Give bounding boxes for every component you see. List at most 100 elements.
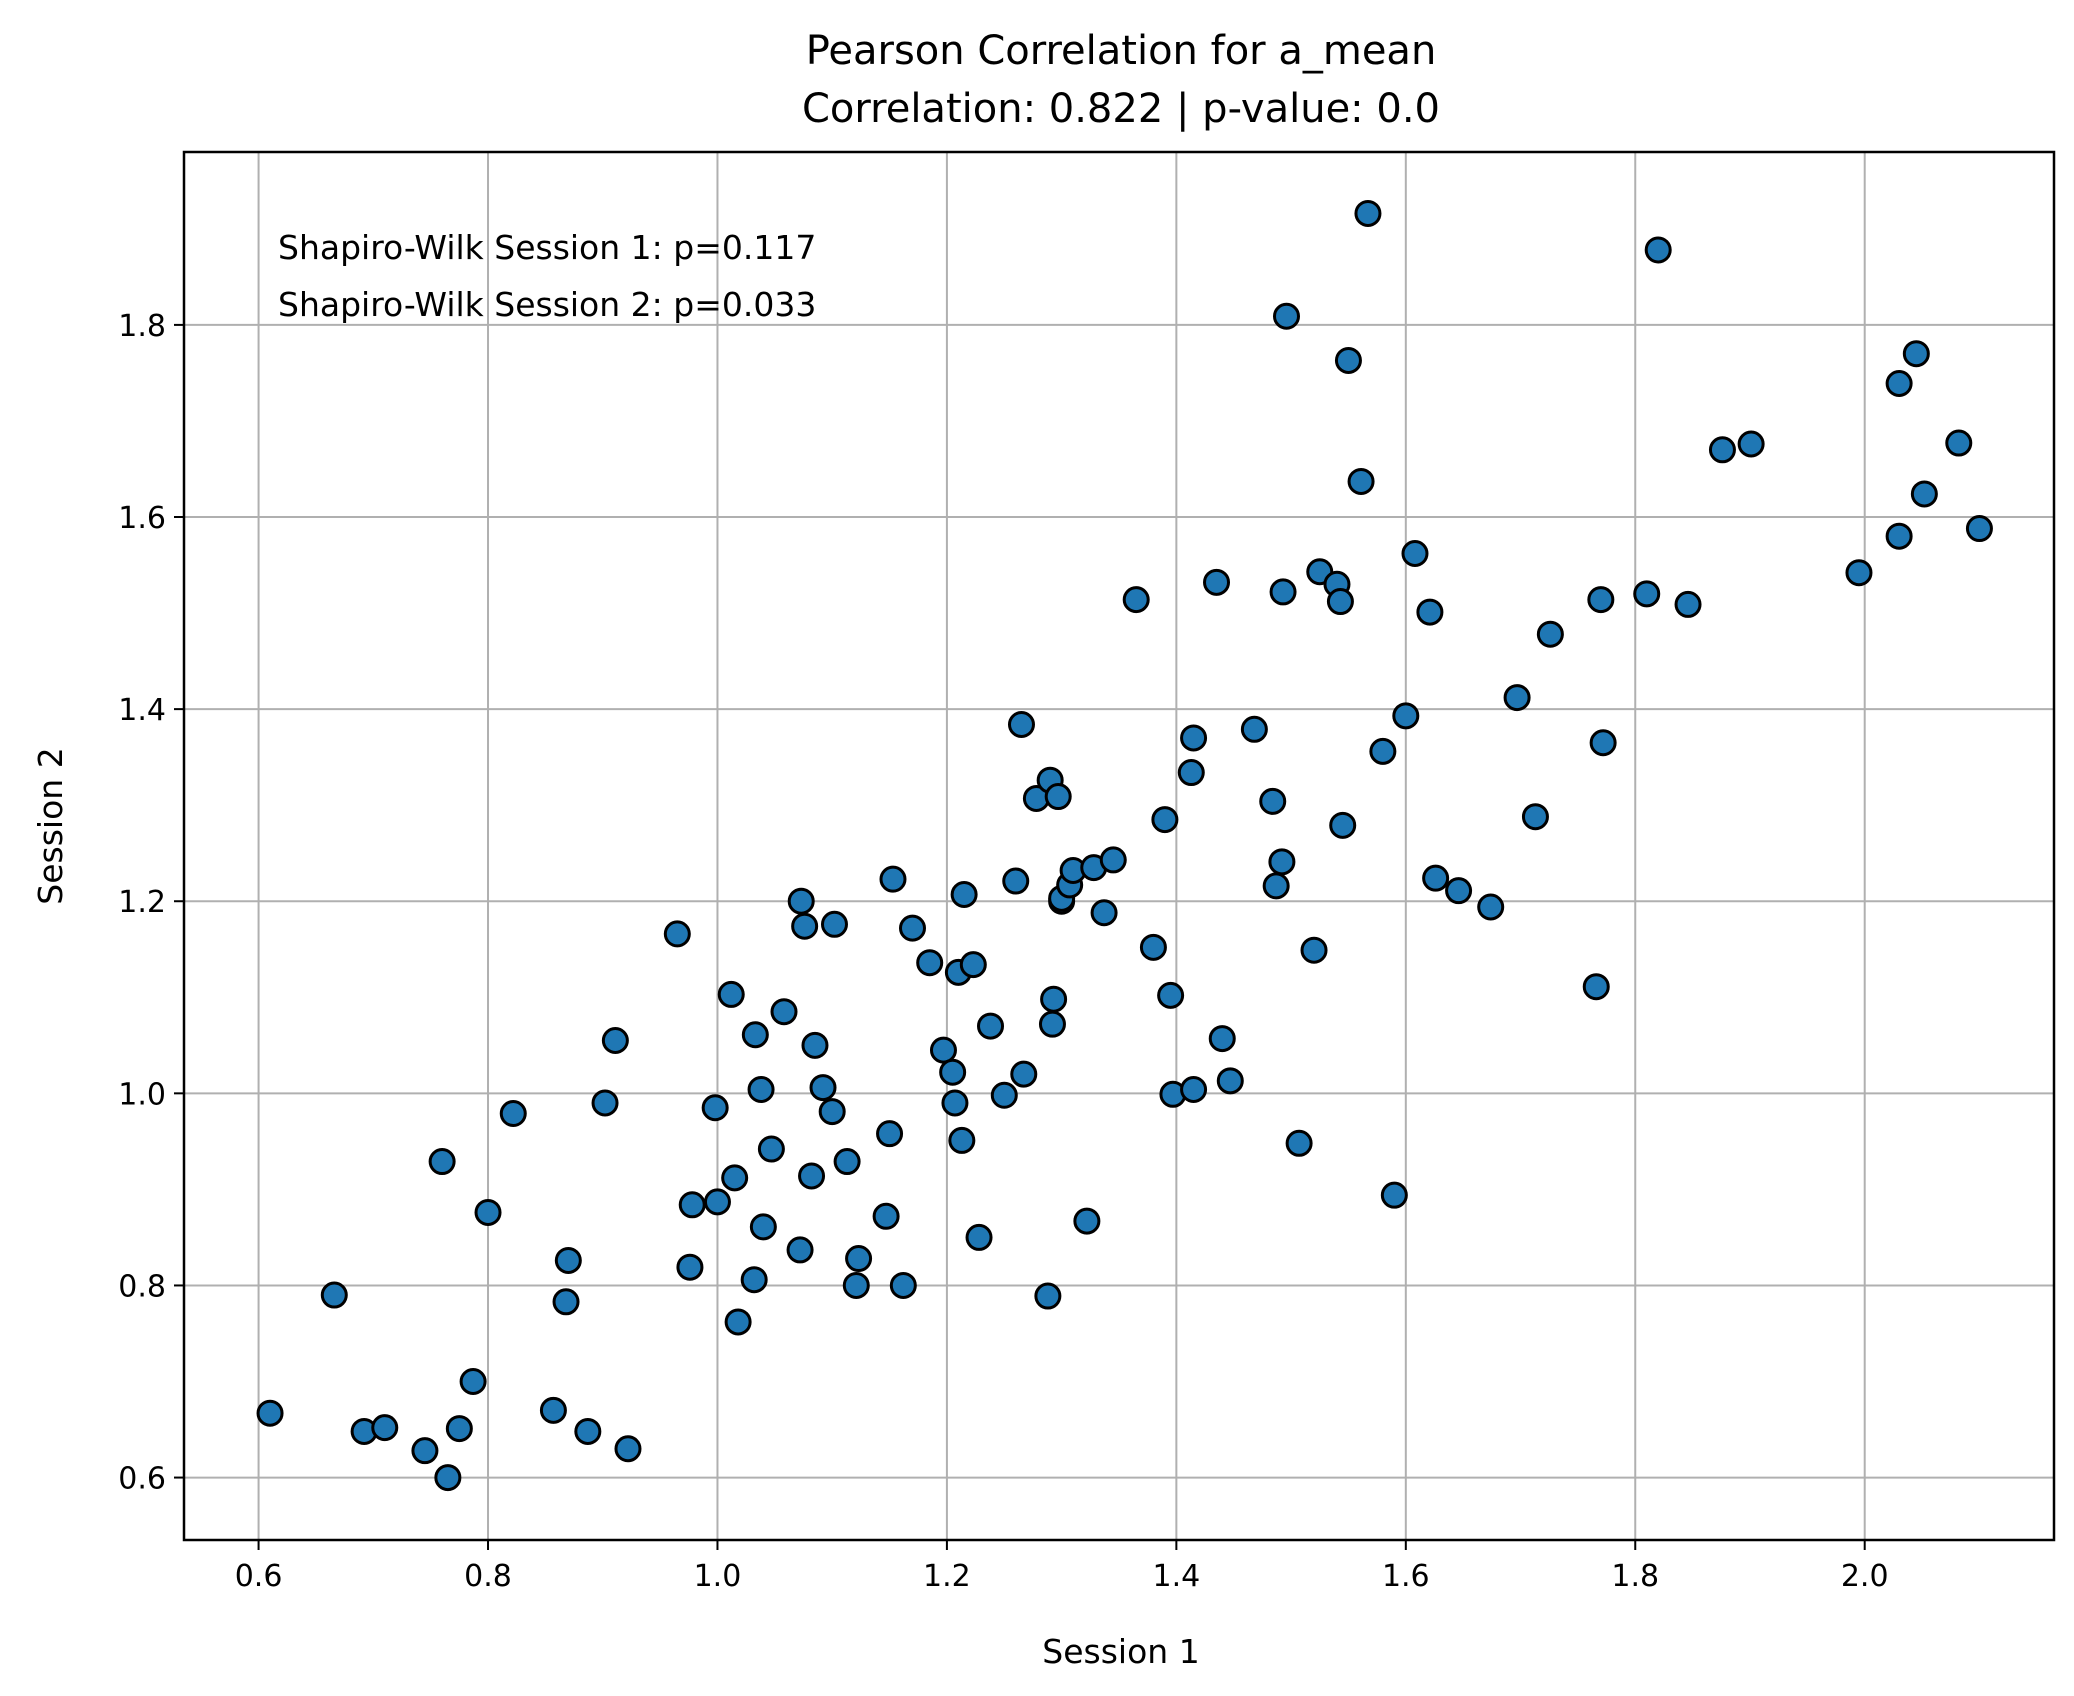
- scatter-point: [1038, 1010, 1066, 1038]
- scatter-point: [786, 1236, 814, 1264]
- x-tick-label: 1.4: [1153, 1559, 1201, 1594]
- y-tick-label: 1.2: [118, 885, 166, 920]
- scatter-point: [1122, 586, 1150, 614]
- y-tick-label: 1.6: [118, 501, 166, 536]
- scatter-point: [1445, 877, 1473, 905]
- scatter-point: [1262, 872, 1290, 900]
- scatter-point: [1099, 846, 1127, 874]
- scatter-point: [948, 1126, 976, 1154]
- scatter-point: [1272, 302, 1300, 330]
- scatter-point: [1002, 867, 1030, 895]
- x-tick-label: 0.8: [464, 1559, 512, 1594]
- y-axis-label: Session 2: [31, 747, 70, 904]
- y-tick-label: 1.8: [118, 309, 166, 344]
- scatter-point: [1422, 864, 1450, 892]
- scatter-point: [371, 1414, 399, 1442]
- scatter-point: [499, 1100, 527, 1128]
- scatter-point: [820, 910, 848, 938]
- scatter-point: [1139, 933, 1167, 961]
- scatter-point: [1503, 684, 1531, 712]
- scatter-point: [1369, 737, 1397, 765]
- scatter-point: [876, 1120, 904, 1148]
- scatter-point: [787, 887, 815, 915]
- scatter-point: [428, 1148, 456, 1176]
- x-tick-label: 1.2: [923, 1559, 971, 1594]
- scatter-point: [1845, 559, 1873, 587]
- scatter-point: [1090, 899, 1118, 927]
- scatter-point: [1334, 346, 1362, 374]
- scatter-point: [1536, 620, 1564, 648]
- scatter-point: [1885, 522, 1913, 550]
- scatter-point: [872, 1202, 900, 1230]
- scatter-point: [554, 1246, 582, 1274]
- x-tick-label: 1.8: [1611, 1559, 1659, 1594]
- scatter-point: [898, 914, 926, 942]
- scatter-point: [1157, 981, 1185, 1009]
- scatter-point: [1965, 515, 1993, 543]
- scatter-point: [721, 1164, 749, 1192]
- scatter-point: [1203, 568, 1231, 596]
- scatter-point: [717, 980, 745, 1008]
- scatter-point: [965, 1223, 993, 1251]
- scatter-point: [320, 1281, 348, 1309]
- y-tick-label: 0.6: [118, 1462, 166, 1497]
- scatter-point: [1073, 1207, 1101, 1235]
- scatter-point: [798, 1162, 826, 1190]
- scatter-point: [1885, 369, 1913, 397]
- x-tick-label: 1.6: [1382, 1559, 1430, 1594]
- scatter-point: [474, 1198, 502, 1226]
- scatter-point: [1401, 540, 1429, 568]
- scatter-point: [701, 1094, 729, 1122]
- scatter-point: [1007, 710, 1035, 738]
- scatter-point: [1216, 1067, 1244, 1095]
- scatter-point: [445, 1415, 473, 1443]
- scatter-point: [801, 1031, 829, 1059]
- scatter-point: [552, 1288, 580, 1316]
- scatter-point: [1354, 199, 1382, 227]
- scatter-point: [1380, 1181, 1408, 1209]
- scatter-point: [591, 1089, 619, 1117]
- scatter-point: [1521, 803, 1549, 831]
- scatter-point: [539, 1396, 567, 1424]
- scatter-point: [749, 1213, 777, 1241]
- scatter-point: [1208, 1025, 1236, 1053]
- scatter-point: [1010, 1060, 1038, 1088]
- y-tick-label: 1.4: [118, 693, 166, 728]
- axis-ticks: 0.6 0.8 1.0 1.2 1.4 1.6 1.8 2.0 0.6 0.8 1.0 1.2 1.4 1…: [118, 309, 1888, 1594]
- scatter-point: [411, 1437, 439, 1465]
- scatter-point: [1300, 936, 1328, 964]
- x-tick-label: 0.6: [235, 1559, 283, 1594]
- scatter-point: [1708, 436, 1736, 464]
- scatter-point: [1329, 811, 1357, 839]
- scatter-point: [676, 1253, 704, 1281]
- scatter-point: [740, 1266, 768, 1294]
- scatter-point: [1945, 429, 1973, 457]
- scatter-point: [929, 1036, 957, 1064]
- scatter-point: [434, 1464, 462, 1492]
- scatter-point: [614, 1435, 642, 1463]
- x-tick-label: 2.0: [1841, 1559, 1889, 1594]
- annotation-shapiro-session-1: Shapiro-Wilk Session 1: p=0.117: [278, 228, 816, 267]
- scatter-point: [1044, 783, 1072, 811]
- scatter-point: [809, 1074, 837, 1102]
- scatter-point: [1326, 588, 1354, 616]
- scatter-point: [601, 1027, 629, 1055]
- scatter-point: [1151, 806, 1179, 834]
- scatter-point: [1180, 724, 1208, 752]
- scatter-point: [1269, 578, 1297, 606]
- y-tick-label: 0.8: [118, 1269, 166, 1304]
- y-tick-label: 1.0: [118, 1077, 166, 1112]
- scatter-point: [1910, 480, 1938, 508]
- scatter-point: [1347, 467, 1375, 495]
- scatter-point: [724, 1308, 752, 1336]
- scatter-point: [950, 881, 978, 909]
- scatter-point: [741, 1021, 769, 1049]
- grid-lines: [184, 152, 2054, 1540]
- scatter-point: [1644, 236, 1672, 264]
- chart-title: Pearson Correlation for a_mean: [806, 28, 1437, 74]
- scatter-point: [703, 1188, 731, 1216]
- scatter-point: [1587, 586, 1615, 614]
- scatter-point: [959, 951, 987, 979]
- scatter-point: [889, 1271, 917, 1299]
- scatter-point: [256, 1399, 284, 1427]
